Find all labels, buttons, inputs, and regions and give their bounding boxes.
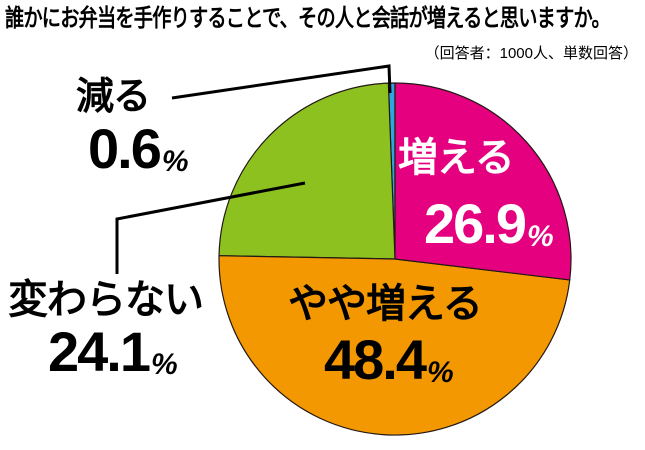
respondent-note: （回答者：1000人、単数回答） xyxy=(424,45,638,62)
value-block-somewhat-increase: 48.4% xyxy=(324,332,454,388)
increase-unit: % xyxy=(527,220,554,253)
pie-slice-somewhat-increase xyxy=(218,255,571,436)
label-decrease: 減る xyxy=(76,76,151,118)
no-change-value: 24.1 xyxy=(48,320,151,383)
pie-slice-no-change xyxy=(218,82,396,260)
chart-title: 誰かにお弁当を手作りすることで、その人と会話が増えると思いますか。 xyxy=(5,5,611,32)
leader-line-no-change xyxy=(115,181,306,274)
leader-line-decrease xyxy=(171,64,392,100)
pie-slice-increase xyxy=(394,82,572,281)
decrease-unit: % xyxy=(161,145,189,178)
somewhat-increase-value: 48.4 xyxy=(324,328,427,391)
label-somewhat-increase: やや増える xyxy=(288,282,483,326)
label-increase: 増える xyxy=(398,136,515,180)
label-no-change: 変わらない xyxy=(8,278,204,322)
value-block-increase: 26.9% xyxy=(424,196,554,252)
somewhat-increase-unit: % xyxy=(427,356,454,389)
no-change-unit: % xyxy=(151,348,178,381)
value-block-no-change: 24.1% xyxy=(48,324,178,380)
increase-value: 26.9 xyxy=(424,192,527,255)
value-block-decrease: 0.6% xyxy=(88,121,189,177)
decrease-value: 0.6 xyxy=(88,117,162,180)
